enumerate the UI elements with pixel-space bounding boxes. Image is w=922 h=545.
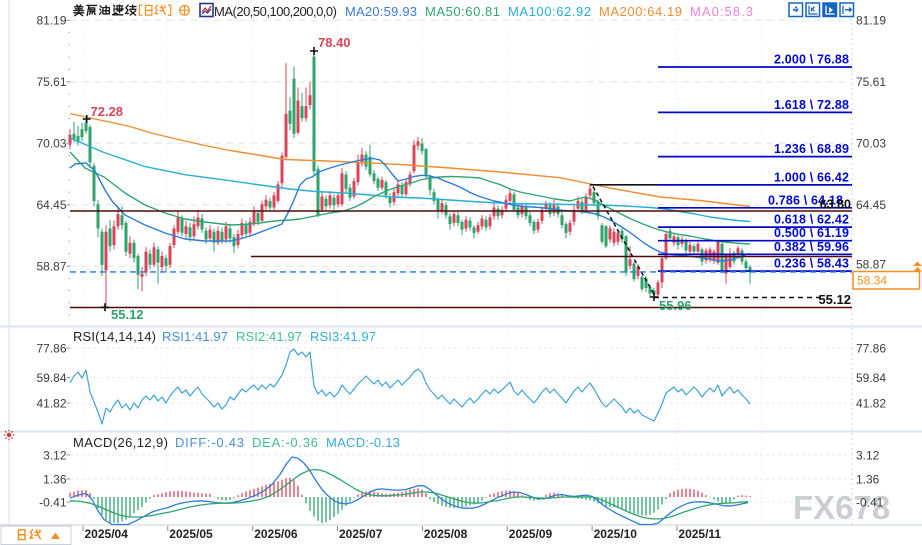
svg-text:77.86: 77.86 (856, 341, 886, 355)
svg-text:2025/05: 2025/05 (169, 527, 213, 541)
svg-text:0.236 \ 58.43: 0.236 \ 58.43 (774, 257, 849, 271)
svg-text:81.19: 81.19 (856, 14, 886, 28)
svg-text:1.36: 1.36 (856, 472, 880, 486)
svg-text:MA200:64.19: MA200:64.19 (599, 4, 682, 19)
svg-text:MA20:59.93: MA20:59.93 (345, 4, 417, 19)
svg-text:2025/10: 2025/10 (594, 527, 638, 541)
svg-text:64.45: 64.45 (856, 198, 886, 212)
svg-text:2.000 \ 76.88: 2.000 \ 76.88 (774, 53, 849, 67)
svg-text:1.618 \ 72.88: 1.618 \ 72.88 (774, 98, 849, 112)
svg-text:59.84: 59.84 (36, 371, 66, 385)
svg-text:RSI1:41.97: RSI1:41.97 (162, 329, 228, 344)
svg-text:1.000 \ 66.42: 1.000 \ 66.42 (774, 170, 849, 184)
svg-text:72.28: 72.28 (91, 104, 124, 119)
svg-text:41.82: 41.82 (856, 396, 886, 410)
svg-text:70.03: 70.03 (36, 137, 66, 151)
svg-text:0.500 \ 61.19: 0.500 \ 61.19 (774, 226, 849, 240)
svg-text:58.87: 58.87 (856, 258, 886, 272)
svg-text:2025/08: 2025/08 (424, 527, 468, 541)
svg-text:1.236 \ 68.89: 1.236 \ 68.89 (774, 142, 849, 156)
svg-text:70.03: 70.03 (856, 137, 886, 151)
svg-text:58.34: 58.34 (857, 274, 887, 288)
svg-text:3.12: 3.12 (43, 448, 67, 462)
svg-text:FX678: FX678 (793, 489, 890, 526)
svg-text:77.86: 77.86 (36, 341, 66, 355)
svg-text:0.382 \ 59.96: 0.382 \ 59.96 (774, 240, 849, 254)
svg-text:0.618 \ 62.42: 0.618 \ 62.42 (774, 213, 849, 227)
svg-text:1.36: 1.36 (43, 472, 67, 486)
svg-text:2025/04: 2025/04 (85, 527, 129, 541)
svg-text:MA(20,50,100,200,0,0): MA(20,50,100,200,0,0) (214, 4, 337, 19)
svg-text:RSI2:41.97: RSI2:41.97 (236, 329, 302, 344)
svg-text:78.40: 78.40 (318, 35, 351, 50)
svg-text:RSI(14,14,14): RSI(14,14,14) (73, 329, 156, 344)
svg-text:DEA:-0.36: DEA:-0.36 (252, 435, 318, 450)
svg-text:55.12: 55.12 (111, 307, 144, 322)
svg-text:2025/11: 2025/11 (678, 527, 721, 541)
svg-text:59.84: 59.84 (856, 371, 886, 385)
svg-text:63.80: 63.80 (820, 198, 851, 212)
svg-text:75.61: 75.61 (36, 75, 66, 89)
svg-text:55.12: 55.12 (818, 292, 851, 307)
svg-text:0.786 \ 64.18: 0.786 \ 64.18 (768, 193, 843, 207)
svg-text:75.61: 75.61 (856, 75, 886, 89)
svg-text:3.12: 3.12 (856, 448, 880, 462)
svg-text:-0.41: -0.41 (39, 495, 67, 509)
svg-text:2025/06: 2025/06 (254, 527, 298, 541)
svg-text:MA100:62.92: MA100:62.92 (508, 4, 591, 19)
svg-text:MA50:60.81: MA50:60.81 (425, 4, 500, 19)
svg-text:41.82: 41.82 (36, 396, 66, 410)
svg-text:58.87: 58.87 (36, 260, 66, 274)
svg-text:55.96: 55.96 (659, 298, 692, 313)
svg-text:MACD(26,12,9): MACD(26,12,9) (73, 435, 168, 450)
svg-text:RSI3:41.97: RSI3:41.97 (310, 329, 376, 344)
svg-text:-0.41: -0.41 (856, 495, 884, 509)
svg-text:MA0:58.3: MA0:58.3 (690, 4, 753, 19)
svg-text:2025/07: 2025/07 (339, 527, 383, 541)
svg-text:MACD:-0.13: MACD:-0.13 (326, 435, 400, 450)
svg-text:81.19: 81.19 (36, 14, 66, 28)
svg-text:64.45: 64.45 (36, 198, 66, 212)
svg-text:2025/09: 2025/09 (509, 527, 553, 541)
svg-text:DIFF:-0.43: DIFF:-0.43 (175, 435, 244, 450)
